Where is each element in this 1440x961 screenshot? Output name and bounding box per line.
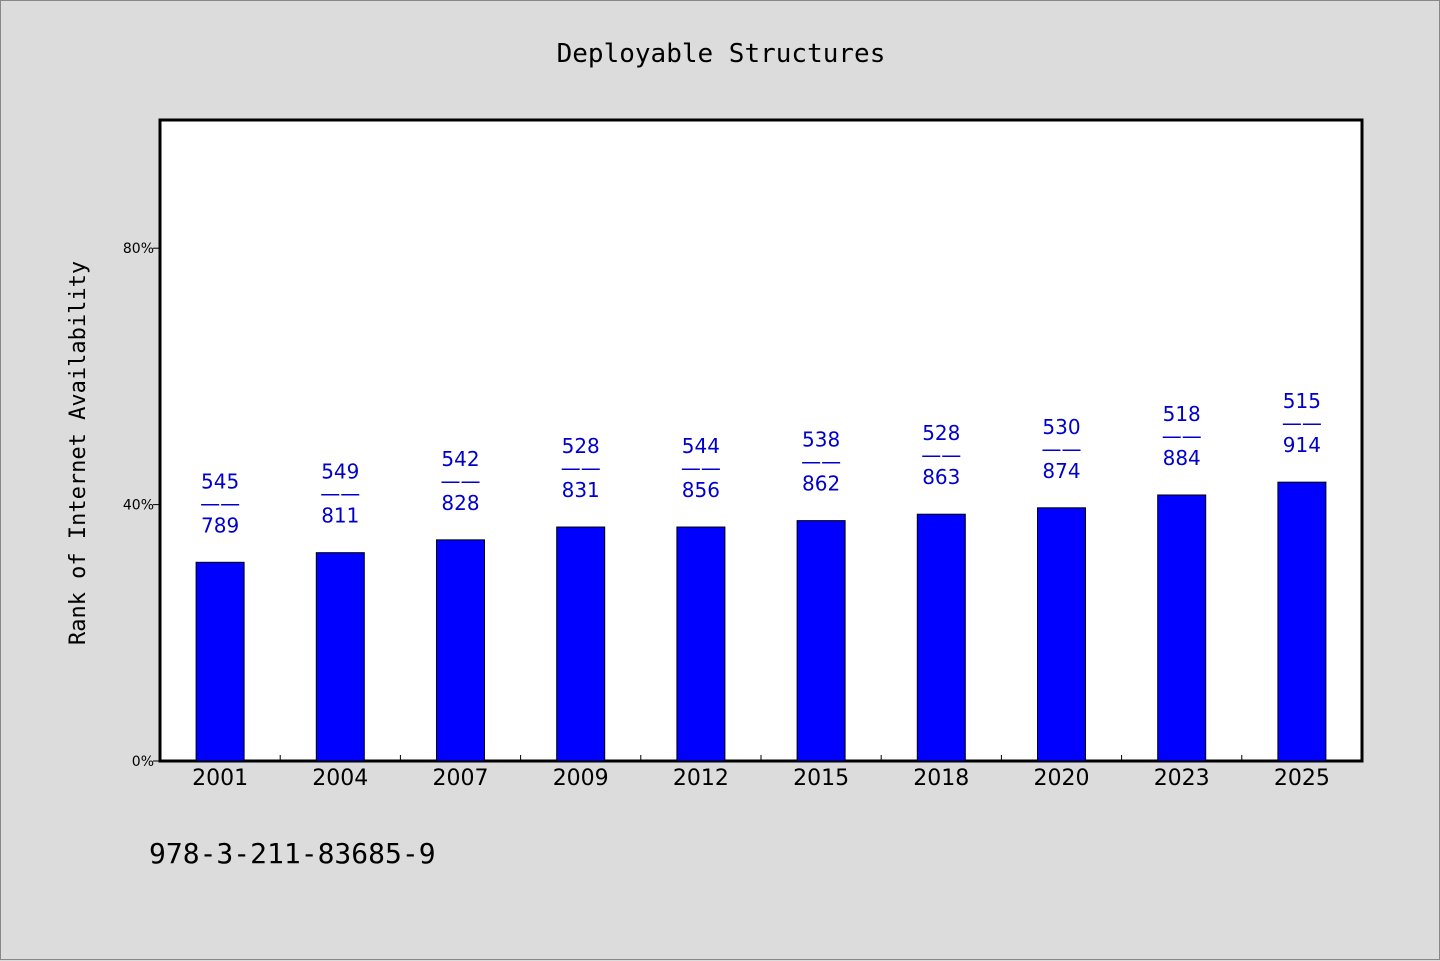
bar <box>676 526 726 762</box>
x-tick-label: 2004 <box>312 766 368 791</box>
data-label-top: 518 <box>1163 402 1201 426</box>
data-label-top: 530 <box>1042 415 1080 439</box>
data-label-top: 538 <box>802 428 840 452</box>
data-label-bottom: 831 <box>562 478 600 502</box>
data-label-bottom: 884 <box>1163 446 1201 470</box>
bar-series <box>195 481 1327 762</box>
data-label-bottom: 828 <box>441 491 479 515</box>
x-tick-label: 2015 <box>793 766 849 791</box>
x-tick-label: 2018 <box>913 766 969 791</box>
bar <box>916 513 966 762</box>
data-label-bottom: 874 <box>1042 459 1080 483</box>
chart-title: Deployable Structures <box>557 39 886 69</box>
data-label-separator: —— <box>200 491 240 515</box>
data-label-separator: —— <box>441 469 481 493</box>
bar <box>796 520 846 762</box>
data-label-separator: —— <box>1282 411 1322 435</box>
data-label-top: 515 <box>1283 389 1321 413</box>
data-label-separator: —— <box>1162 424 1202 448</box>
x-axis-ticks: 2001 2004 2007 2009 2012 2015 2018 2020 2023 2025 <box>192 755 1330 791</box>
bar <box>315 552 365 762</box>
y-tick-label: 0% <box>132 754 154 770</box>
bar <box>1277 481 1327 762</box>
data-labels: 789——545811——549828——542831——528856——544… <box>200 389 1322 537</box>
y-axis-label: Rank of Internet Availability <box>66 261 91 645</box>
data-label-separator: —— <box>320 482 360 506</box>
y-tick-label: 40% <box>123 498 154 514</box>
data-label-bottom: 863 <box>922 465 960 489</box>
data-label-top: 542 <box>441 447 479 471</box>
data-label-separator: —— <box>561 456 601 480</box>
data-label-separator: —— <box>681 456 721 480</box>
y-axis-ticks: 0% 40% 80% <box>123 241 160 770</box>
data-label-top: 544 <box>682 434 720 458</box>
y-tick-label: 80% <box>123 241 154 257</box>
bar <box>436 539 485 762</box>
data-label-bottom: 914 <box>1283 433 1321 457</box>
bar <box>1037 507 1086 762</box>
data-label-bottom: 862 <box>802 472 840 496</box>
bar <box>195 561 245 762</box>
data-label-bottom: 789 <box>201 513 239 537</box>
x-tick-label: 2012 <box>673 766 729 791</box>
data-label-separator: —— <box>1042 437 1082 461</box>
x-tick-label: 2009 <box>553 766 609 791</box>
x-tick-label: 2025 <box>1274 766 1330 791</box>
x-tick-label: 2020 <box>1034 766 1090 791</box>
bar <box>1157 494 1207 762</box>
data-label-top: 545 <box>201 469 239 493</box>
x-tick-label: 2001 <box>192 766 248 791</box>
x-tick-label: 2023 <box>1154 766 1210 791</box>
data-label-separator: —— <box>921 443 961 467</box>
bar <box>556 526 606 762</box>
data-label-top: 528 <box>922 421 960 445</box>
x-tick-label: 2007 <box>433 766 489 791</box>
data-label-bottom: 811 <box>321 504 359 528</box>
data-label-bottom: 856 <box>682 478 720 502</box>
data-label-top: 528 <box>562 434 600 458</box>
data-label-top: 549 <box>321 460 359 484</box>
footnote-isbn: 978-3-211-83685-9 <box>149 837 436 870</box>
data-label-separator: —— <box>801 450 841 474</box>
